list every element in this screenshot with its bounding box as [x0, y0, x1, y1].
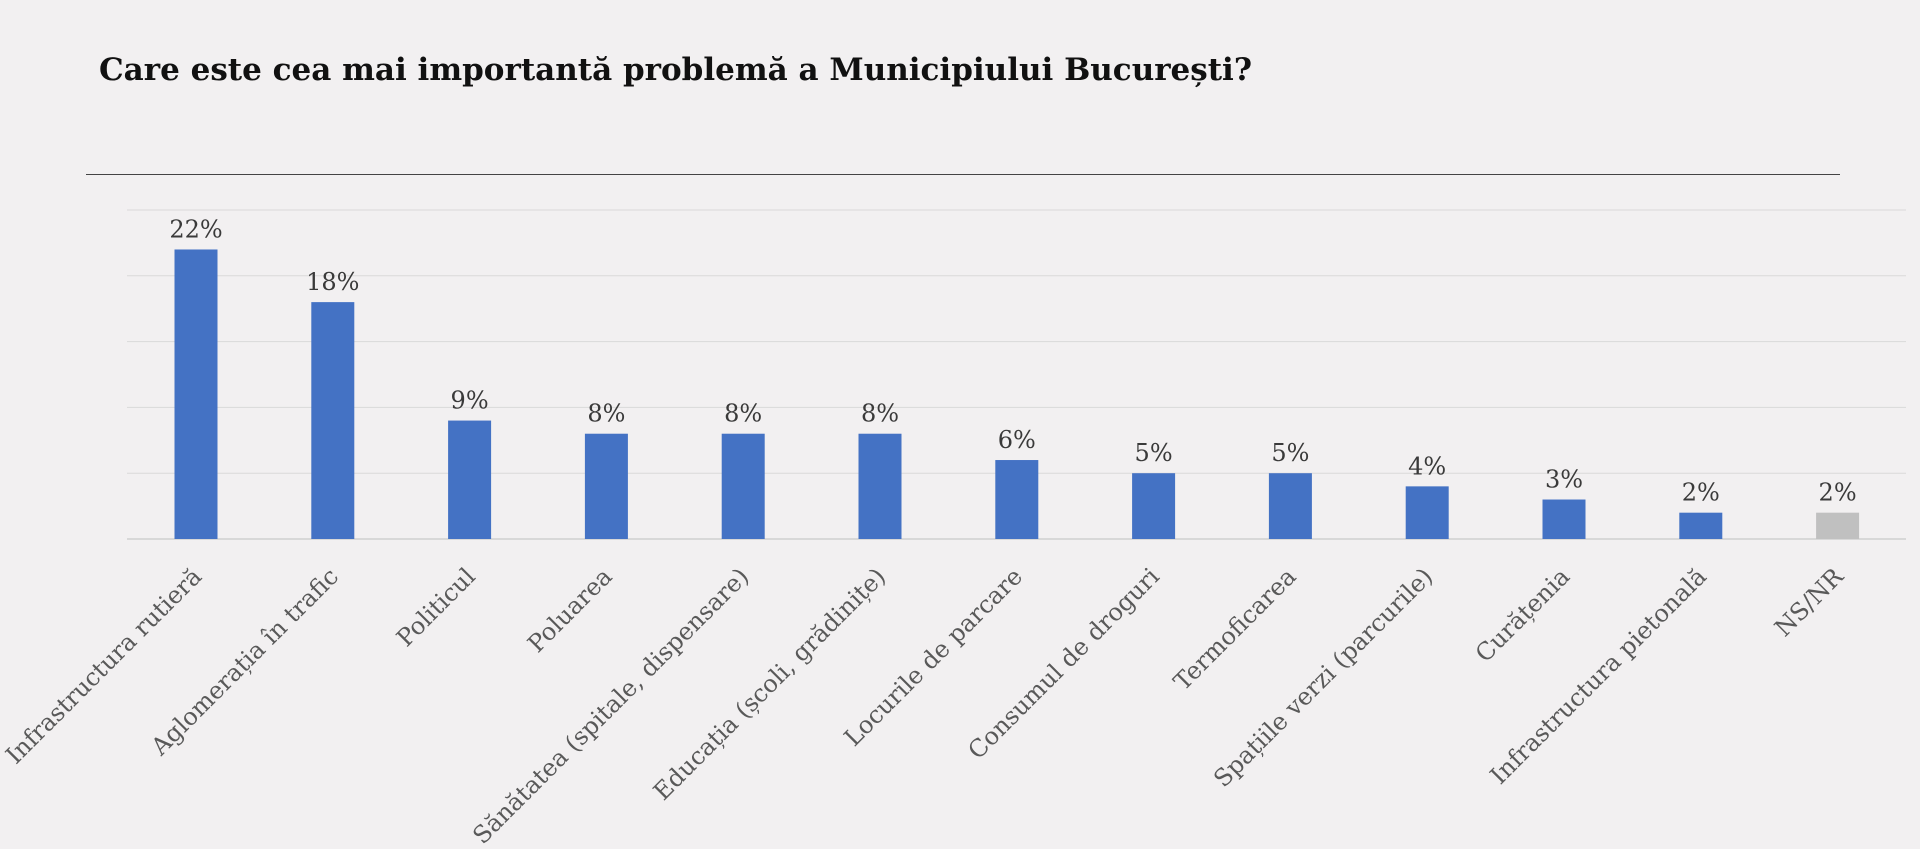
data-label: 2% [1819, 479, 1857, 507]
data-label: 9% [451, 387, 489, 415]
category-label: Poluarea [522, 562, 618, 658]
title-divider [86, 174, 1840, 175]
bar [1405, 486, 1449, 539]
data-label: 8% [587, 400, 625, 428]
bar [311, 302, 355, 539]
bar [858, 433, 902, 539]
category-label: Curățenia [1470, 562, 1575, 667]
bar [1268, 473, 1312, 539]
data-label: 2% [1682, 479, 1720, 507]
data-label: 18% [306, 268, 359, 296]
bars [174, 249, 1860, 540]
category-label: Politicul [391, 562, 481, 652]
bar [174, 249, 218, 540]
bar [584, 433, 628, 539]
data-label: 8% [861, 400, 899, 428]
data-label: 6% [998, 426, 1036, 454]
category-label: Spațiile verzi (parcurile) [1208, 562, 1438, 792]
bar [448, 420, 492, 539]
category-label: Infrastructura pietonală [1485, 562, 1712, 789]
bar [1132, 473, 1176, 539]
category-label: NS/NR [1769, 562, 1849, 642]
chart-title: Care este cea mai importantă problemă a … [99, 52, 1252, 88]
category-label: Sănătatea (spitale, dispensare) [467, 562, 754, 849]
data-label: 4% [1408, 452, 1446, 480]
bar [1679, 512, 1723, 539]
bar [1816, 512, 1860, 539]
data-label: 5% [1135, 439, 1173, 467]
category-label: Educația (școli, grădinițe) [648, 562, 891, 805]
data-label: 8% [724, 400, 762, 428]
data-labels: 22% 18% 9% 8% 8% 8% 6% 5% 5% 4% 3% 2% 2% [169, 215, 1856, 506]
data-label: 3% [1545, 466, 1583, 494]
bar [995, 460, 1039, 539]
bar [1542, 499, 1586, 539]
category-label: Termoficarea [1168, 562, 1301, 695]
data-label: 5% [1271, 439, 1309, 467]
bar [721, 433, 765, 539]
data-label: 22% [169, 215, 222, 243]
